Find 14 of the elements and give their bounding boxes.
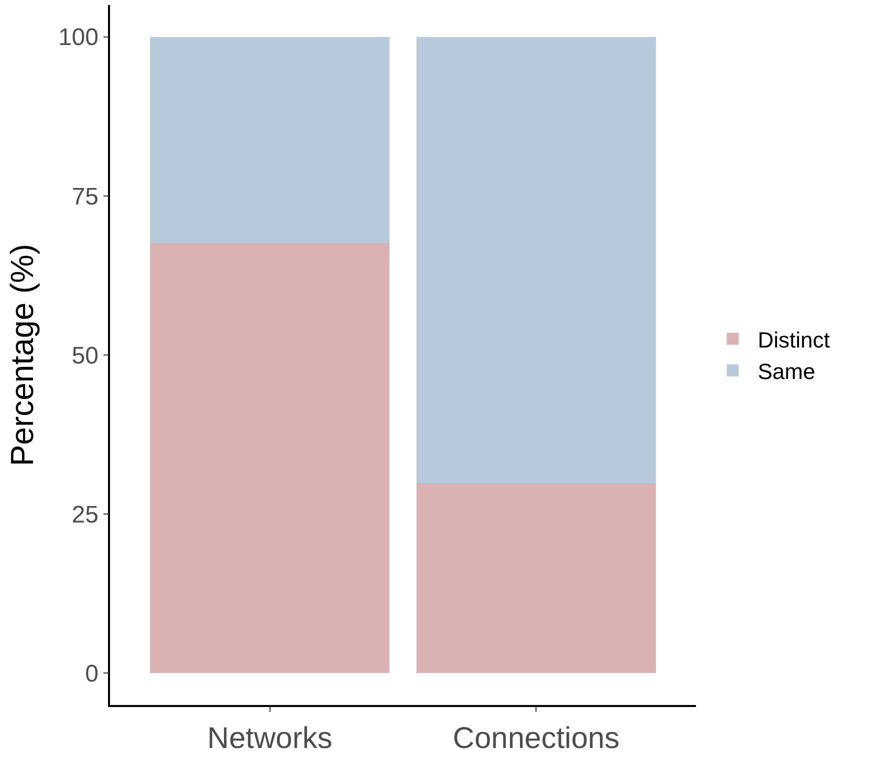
bar [150, 36, 390, 243]
legend-label: Distinct [758, 327, 830, 352]
x-tick-label: Networks [207, 722, 332, 755]
y-tick-label: 0 [85, 660, 98, 688]
legend-label: Same [758, 358, 816, 384]
y-tick-label: 75 [72, 183, 98, 210]
y-tick-label: 100 [58, 24, 98, 52]
x-tick-label: Connections [452, 722, 620, 755]
bar [416, 36, 656, 484]
y-tick-label: 50 [72, 342, 98, 370]
y-axis-title: Percentage (%) [4, 244, 40, 466]
y-tick-label: 25 [72, 501, 98, 528]
bar [416, 484, 656, 674]
bar [150, 243, 390, 674]
